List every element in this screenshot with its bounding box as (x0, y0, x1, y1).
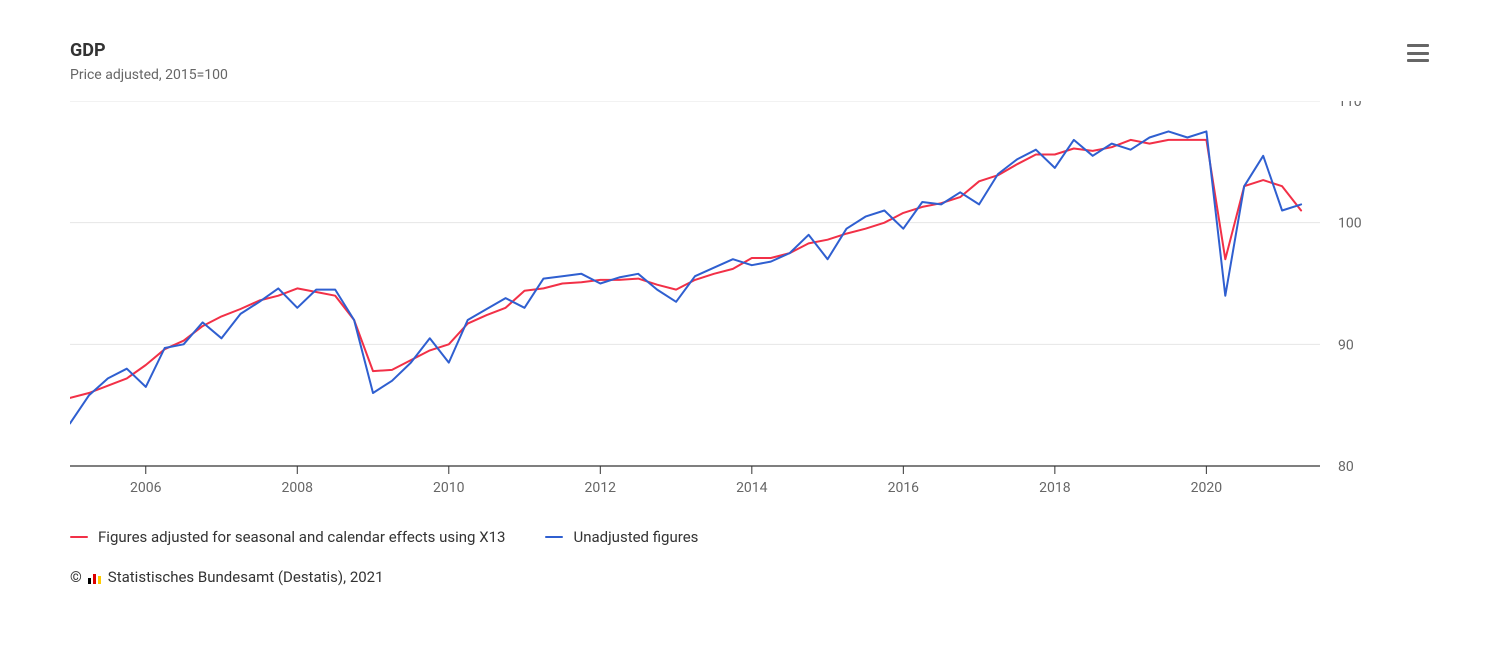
header-row: GDP Price adjusted, 2015=100 (70, 40, 1429, 101)
x-axis-label: 2020 (1191, 480, 1223, 496)
x-axis-label: 2010 (433, 480, 465, 496)
y-axis-label: 110 (1338, 101, 1362, 110)
y-axis-label: 90 (1338, 337, 1354, 353)
y-axis-label: 80 (1338, 459, 1354, 475)
chart-container: GDP Price adjusted, 2015=100 80 90 100 110 2… (0, 0, 1499, 655)
x-axis-label: 2016 (888, 480, 920, 496)
titles: GDP Price adjusted, 2015=100 (70, 40, 228, 101)
copyright-symbol: © (70, 568, 82, 586)
legend-swatch-adjusted (70, 536, 88, 539)
destatis-logo-icon (88, 570, 102, 584)
x-axis-label: 2018 (1039, 480, 1071, 496)
legend-item-unadjusted[interactable]: Unadjusted figures (545, 528, 698, 546)
chart-title: GDP (70, 40, 228, 61)
plot-area: 80 90 100 110 2006 2008 2010 2012 2014 2016 2018 20… (70, 101, 1429, 506)
series-unadjusted (70, 131, 1301, 423)
x-axis-label: 2012 (585, 480, 617, 496)
y-axis-label: 100 (1338, 216, 1362, 232)
legend-swatch-unadjusted (545, 536, 563, 539)
line-chart-svg: 80 90 100 110 2006 2008 2010 2012 2014 2016 2018 20… (70, 101, 1430, 506)
copyright: © Statistisches Bundesamt (Destatis), 20… (70, 568, 1429, 586)
hamburger-menu-icon[interactable] (1407, 44, 1429, 62)
copyright-text: Statistisches Bundesamt (Destatis), 2021 (108, 568, 384, 586)
legend-label-adjusted: Figures adjusted for seasonal and calend… (98, 528, 505, 546)
legend-label-unadjusted: Unadjusted figures (573, 528, 698, 546)
series-adjusted (70, 140, 1301, 398)
x-axis-label: 2006 (130, 480, 162, 496)
legend-item-adjusted[interactable]: Figures adjusted for seasonal and calend… (70, 528, 505, 546)
x-axis-label: 2008 (282, 480, 314, 496)
chart-subtitle: Price adjusted, 2015=100 (70, 67, 228, 83)
x-axis-label: 2014 (736, 480, 768, 496)
legend: Figures adjusted for seasonal and calend… (70, 528, 1429, 546)
